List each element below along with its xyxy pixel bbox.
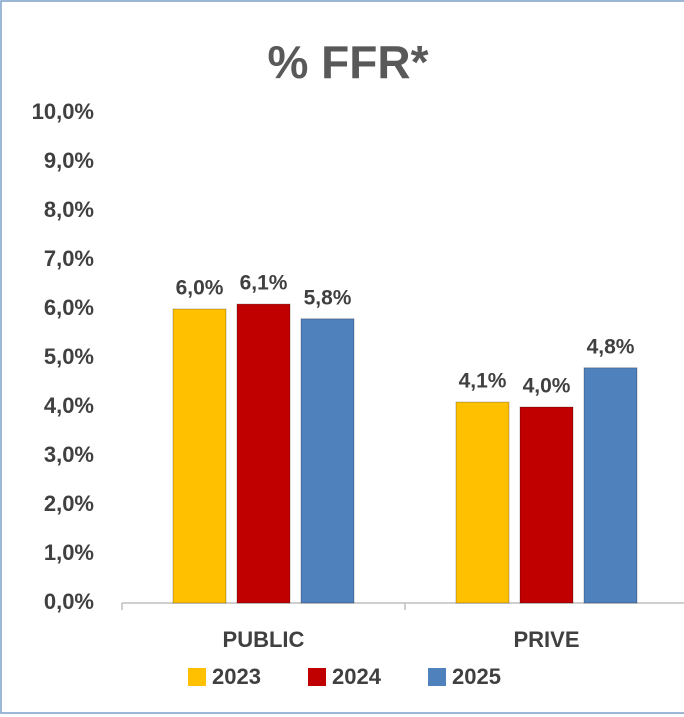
y-tick-label: 7,0%	[44, 246, 94, 271]
y-tick-label: 8,0%	[44, 197, 94, 222]
bar	[519, 406, 574, 604]
legend-swatch	[428, 668, 446, 686]
y-tick-label: 6,0%	[44, 295, 94, 320]
bar	[236, 303, 291, 604]
legend-label: 2025	[452, 664, 501, 689]
y-tick-label: 2,0%	[44, 491, 94, 516]
y-tick-label: 9,0%	[44, 148, 94, 173]
y-tick-label: 1,0%	[44, 540, 94, 565]
y-tick-label: 10,0%	[32, 99, 94, 124]
value-label: 5,8%	[304, 286, 352, 309]
y-tick-label: 5,0%	[44, 344, 94, 369]
bar	[300, 318, 355, 604]
y-tick-label: 0,0%	[44, 589, 94, 614]
legend-swatch	[308, 668, 326, 686]
legend-swatch	[188, 668, 206, 686]
y-tick-label: 4,0%	[44, 393, 94, 418]
chart-title: % FFR*	[268, 36, 429, 88]
y-tick-label: 3,0%	[44, 442, 94, 467]
x-tick-label: PUBLIC	[223, 627, 305, 652]
bar	[455, 401, 510, 604]
value-label: 6,0%	[176, 277, 224, 300]
value-label: 4,1%	[459, 370, 507, 393]
value-label: 4,0%	[523, 375, 571, 398]
value-label: 4,8%	[587, 335, 635, 358]
bar	[583, 367, 638, 604]
legend-label: 2023	[212, 664, 261, 689]
legend-label: 2024	[332, 664, 382, 689]
bar	[172, 308, 227, 604]
value-label: 6,1%	[240, 272, 288, 295]
x-tick-label: PRIVE	[513, 627, 579, 652]
